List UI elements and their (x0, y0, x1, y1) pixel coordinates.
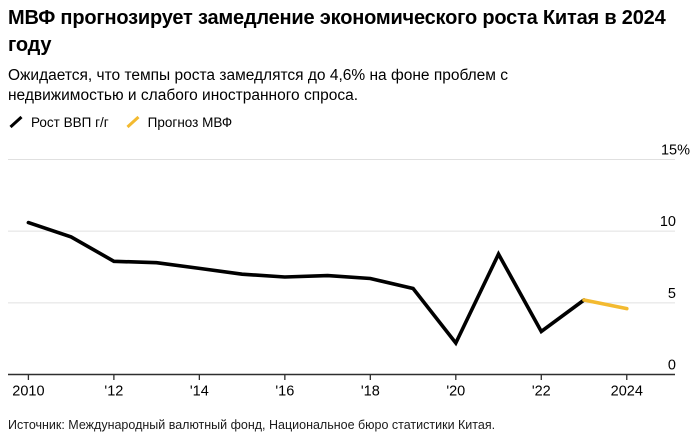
x-tick-label: '12 (104, 384, 123, 400)
x-tick-label: '16 (275, 384, 294, 400)
y-tick-label: 5 (668, 286, 676, 302)
forecast-line-swatch-icon (126, 115, 140, 129)
x-tick-label: '14 (190, 384, 209, 400)
source-note: Источник: Международный валютный фонд, Н… (8, 418, 496, 432)
y-tick-label: 10 (660, 214, 676, 230)
x-tick-label: '22 (532, 384, 551, 400)
legend-label-gdp-growth: Рост ВВП г/г (31, 114, 109, 130)
legend-item-gdp-growth: Рост ВВП г/г (8, 115, 109, 130)
y-tick-label: 0 (668, 358, 676, 374)
chart-title: МВФ прогнозирует замедление экономическо… (8, 7, 666, 56)
legend-item-imf-forecast: Прогноз МВФ (125, 115, 232, 130)
chart-legend: Рост ВВП г/г Прогноз МВФ (8, 114, 684, 130)
gdp-line-swatch-icon (9, 115, 23, 129)
gdp-chart: 15% 10 5 0 2010 '12 '14 '16 '18 '20 '22 2024 (0, 134, 692, 405)
imf-forecast-line (582, 298, 629, 311)
y-tick-label: 15% (661, 143, 690, 159)
x-tick-label: 2024 (611, 384, 643, 400)
x-tick-label: '18 (361, 384, 380, 400)
x-tick-label: '20 (446, 384, 465, 400)
gdp-growth-line (26, 220, 586, 347)
x-tick-label: 2010 (12, 384, 44, 400)
gdp-chart-svg: 15% 10 5 0 2010 '12 '14 '16 '18 '20 '22 2024 (8, 143, 690, 400)
legend-label-imf-forecast: Прогноз МВФ (147, 114, 233, 130)
chart-subtitle: Ожидается, что темпы роста замедлятся до… (8, 67, 509, 104)
